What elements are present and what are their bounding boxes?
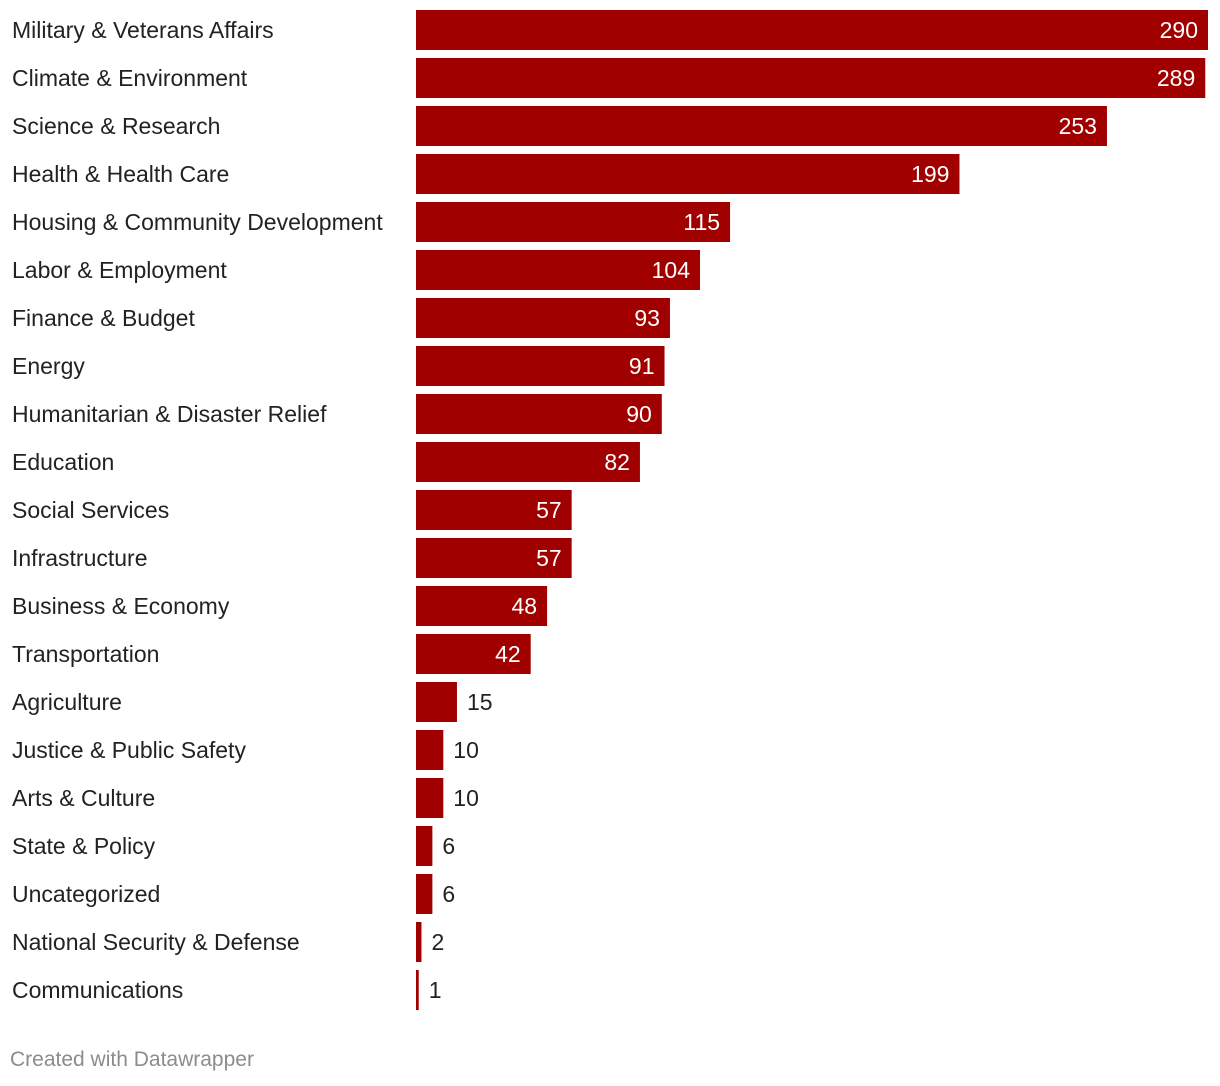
category-label: Agriculture bbox=[12, 689, 122, 715]
category-label: Communications bbox=[12, 977, 183, 1003]
bar bbox=[416, 634, 531, 674]
category-label: Humanitarian & Disaster Relief bbox=[12, 401, 327, 427]
category-label: Arts & Culture bbox=[12, 785, 155, 811]
category-label: Education bbox=[12, 449, 114, 475]
category-label: Climate & Environment bbox=[12, 65, 248, 91]
value-label: 6 bbox=[442, 881, 455, 907]
bar bbox=[416, 202, 731, 242]
bar bbox=[416, 970, 419, 1010]
bar bbox=[416, 250, 701, 290]
bar bbox=[416, 730, 444, 770]
bar bbox=[416, 778, 444, 818]
category-label: Uncategorized bbox=[12, 881, 160, 907]
datawrapper-credit: Created with Datawrapper bbox=[10, 1048, 254, 1071]
category-label: Science & Research bbox=[12, 113, 220, 139]
category-label: Housing & Community Development bbox=[12, 209, 383, 235]
bar bbox=[416, 586, 548, 626]
value-label: 10 bbox=[453, 737, 479, 763]
value-label: 290 bbox=[1160, 17, 1198, 43]
value-label: 10 bbox=[453, 785, 479, 811]
value-label: 90 bbox=[626, 401, 652, 427]
bar bbox=[416, 106, 1107, 146]
bar bbox=[416, 58, 1206, 98]
bar bbox=[416, 10, 1208, 50]
value-label: 199 bbox=[911, 161, 949, 187]
category-label: National Security & Defense bbox=[12, 929, 300, 955]
category-label: Infrastructure bbox=[12, 545, 148, 571]
value-label: 57 bbox=[536, 545, 562, 571]
value-label: 115 bbox=[683, 209, 720, 235]
value-label: 253 bbox=[1059, 113, 1097, 139]
bar bbox=[416, 826, 433, 866]
value-label: 42 bbox=[495, 641, 521, 667]
value-label: 91 bbox=[629, 353, 655, 379]
category-label: Health & Health Care bbox=[12, 161, 229, 187]
value-label: 289 bbox=[1157, 65, 1195, 91]
category-label: Military & Veterans Affairs bbox=[12, 17, 274, 43]
category-label: Finance & Budget bbox=[12, 305, 195, 331]
category-label: Social Services bbox=[12, 497, 169, 523]
value-label: 82 bbox=[604, 449, 630, 475]
category-label: State & Policy bbox=[12, 833, 156, 859]
category-label: Labor & Employment bbox=[12, 257, 227, 283]
value-label: 48 bbox=[511, 593, 537, 619]
bar bbox=[416, 442, 640, 482]
bar bbox=[416, 682, 457, 722]
category-label: Transportation bbox=[12, 641, 159, 667]
value-label: 6 bbox=[442, 833, 455, 859]
bar bbox=[416, 394, 662, 434]
value-label: 104 bbox=[652, 257, 691, 283]
category-label: Justice & Public Safety bbox=[12, 737, 246, 763]
category-label: Business & Economy bbox=[12, 593, 230, 619]
bar bbox=[416, 298, 670, 338]
value-label: 15 bbox=[467, 689, 493, 715]
bar bbox=[416, 874, 433, 914]
bar bbox=[416, 154, 960, 194]
category-label: Energy bbox=[12, 353, 85, 379]
value-label: 57 bbox=[536, 497, 562, 523]
bar bbox=[416, 346, 665, 386]
value-label: 2 bbox=[431, 929, 444, 955]
value-label: 93 bbox=[634, 305, 660, 331]
bar bbox=[416, 538, 572, 578]
bar bbox=[416, 922, 422, 962]
bar bbox=[416, 490, 572, 530]
value-label: 1 bbox=[429, 977, 442, 1003]
